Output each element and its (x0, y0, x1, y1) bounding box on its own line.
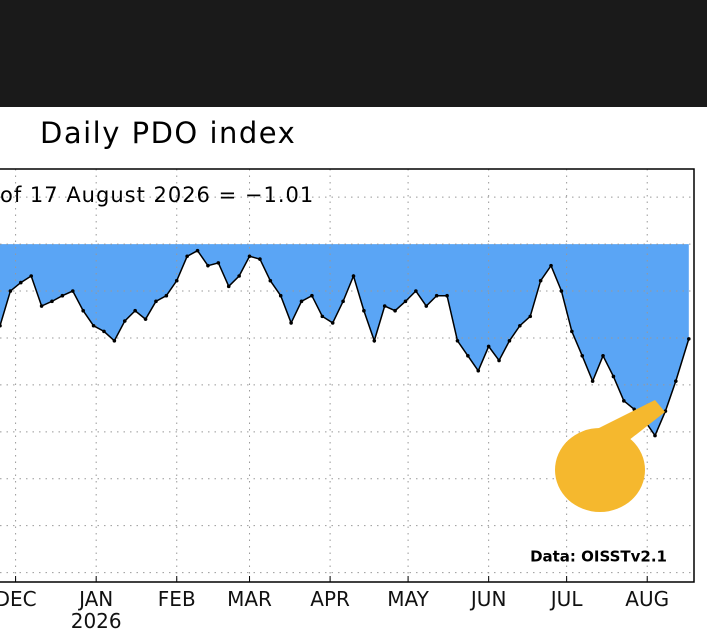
x-tick-label: APR (310, 587, 350, 611)
point (653, 433, 657, 438)
point (174, 278, 179, 283)
x-tick-label: JUN (470, 587, 507, 611)
point (8, 289, 13, 293)
point (299, 299, 304, 304)
point (601, 353, 605, 358)
point (70, 289, 75, 293)
point (18, 280, 23, 285)
point (39, 304, 44, 308)
hand-emoji (575, 400, 665, 455)
point (580, 353, 585, 358)
point (382, 304, 387, 308)
point (154, 299, 158, 304)
plot-frame (0, 168, 695, 583)
x-tick-label: JUL (550, 587, 583, 611)
point (559, 289, 564, 293)
point (164, 293, 169, 298)
point (133, 308, 137, 313)
point (424, 304, 429, 308)
point (81, 308, 85, 313)
point (258, 257, 262, 261)
point (445, 293, 449, 298)
point (507, 338, 512, 343)
x-tick-label: AUG (625, 587, 670, 611)
point (549, 263, 553, 268)
x-tick-label: DEC (0, 587, 37, 611)
point (50, 299, 54, 304)
point (362, 308, 366, 313)
area-fill (0, 244, 689, 436)
point (528, 314, 533, 319)
x-tick-label: MAY (387, 587, 429, 611)
point (434, 293, 439, 298)
dark-header (0, 0, 707, 107)
point (102, 329, 106, 334)
point (278, 293, 283, 298)
x-tick-label: FEB (157, 587, 196, 611)
point (455, 338, 460, 343)
point (687, 337, 691, 341)
hand-emoji (555, 428, 645, 512)
point (289, 321, 293, 325)
point (674, 379, 678, 383)
point (486, 344, 491, 349)
point (247, 254, 252, 259)
point (91, 323, 96, 328)
point (466, 353, 470, 358)
point (476, 369, 481, 373)
point (310, 293, 314, 298)
x-tick-label: JAN 2026 (70, 587, 122, 633)
point (590, 379, 595, 383)
point (393, 308, 397, 313)
point (611, 374, 616, 379)
point (330, 321, 335, 325)
x-tick-label: MAR (227, 587, 272, 611)
point (414, 289, 418, 293)
point (570, 329, 574, 334)
point (0, 323, 2, 328)
point (341, 299, 345, 304)
point (216, 261, 221, 265)
point (226, 284, 231, 289)
point (268, 278, 273, 283)
point (60, 293, 65, 298)
source-label: Data: OISSTv2.1 (530, 548, 667, 566)
point (122, 319, 127, 323)
point (372, 338, 377, 343)
point (320, 314, 325, 319)
point (143, 317, 148, 321)
point (237, 274, 241, 278)
annotation: of 17 August 2026 = −1.01 (0, 183, 314, 207)
point (622, 399, 626, 403)
point (112, 338, 117, 343)
chart-title: Daily PDO index (40, 116, 296, 150)
point (29, 274, 33, 278)
point (195, 248, 200, 253)
point (497, 358, 501, 363)
point (185, 254, 189, 259)
point (351, 274, 356, 278)
point (206, 263, 210, 268)
point (518, 323, 522, 328)
point (538, 278, 543, 283)
point (403, 299, 408, 304)
